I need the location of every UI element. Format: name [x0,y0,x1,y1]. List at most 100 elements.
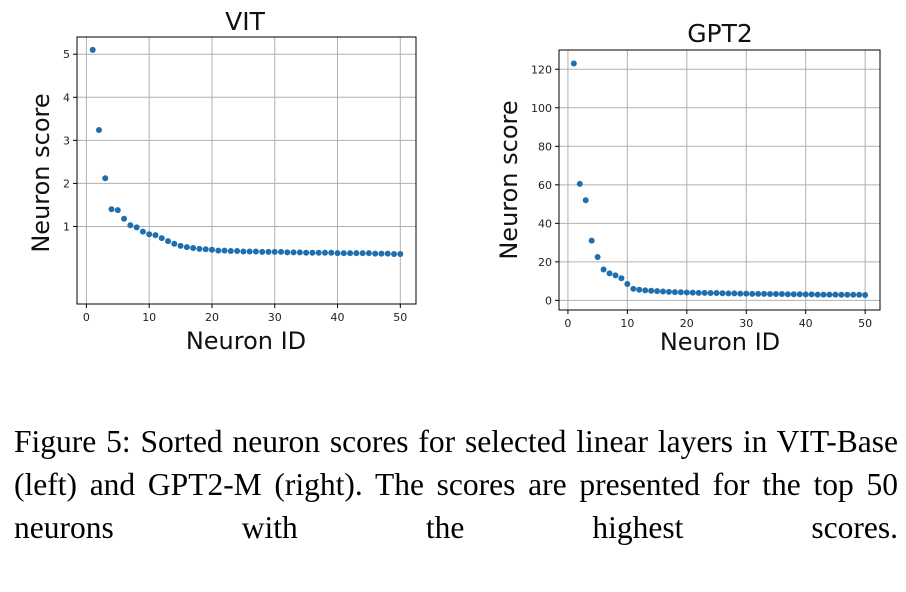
vit-data-point [290,249,297,256]
vit-data-point [340,250,347,257]
gpt2-data-point [784,291,791,298]
gpt2-data-point [749,290,756,297]
vit-data-point [102,175,109,182]
gpt2-data-point [642,287,649,294]
gpt2-data-point [618,275,625,282]
gpt2-data-point [719,290,726,297]
gpt2-x-tick-label: 10 [620,317,634,330]
gpt2-data-point [767,291,774,298]
gpt2-data-point [814,291,821,298]
gpt2-y-axis-label: Neuron score [495,100,523,259]
gpt2-data-point [594,254,601,261]
vit-x-tick-label: 20 [205,311,219,324]
figure-caption: Figure 5: Sorted neuron scores for selec… [14,424,898,545]
vit-data-point [171,240,178,247]
vit-y-tick-label: 2 [63,177,70,190]
gpt2-chart: GPT2 Neuron ID Neuron score 0 10 20 30 40 500… [495,19,881,356]
gpt2-data-point [826,291,833,298]
vit-y-axis-label: Neuron score [27,93,55,252]
vit-x-tick-label: 40 [331,311,345,324]
gpt2-data-point [761,290,768,297]
gpt2-grid [559,50,880,310]
vit-data-point [165,238,172,245]
gpt2-points [570,60,869,298]
vit-data-point [108,206,115,213]
gpt2-x-tick-label: 0 [564,317,571,330]
gpt2-data-point [600,266,607,273]
gpt2-data-point [796,291,803,298]
gpt2-data-point [820,291,827,298]
vit-data-point [378,250,385,257]
gpt2-ticks: 0 10 20 30 40 50 0 20 40 60 80 100 120 [531,63,872,330]
gpt2-data-point [624,281,631,287]
gpt2-x-axis-label: Neuron ID [660,328,780,356]
vit-data-point [384,250,391,257]
gpt2-data-point [743,290,750,297]
gpt2-data-point [612,272,619,279]
vit-data-point [334,250,341,257]
gpt2-data-point [677,289,684,296]
vit-points [89,46,404,258]
gpt2-data-point [648,287,655,294]
gpt2-data-point [862,291,869,298]
gpt2-y-tick-label: 100 [531,102,552,115]
vit-data-point [391,251,398,258]
gpt2-data-point [683,289,690,296]
gpt2-data-point [689,289,696,296]
vit-data-point [365,250,372,257]
gpt2-data-point [630,285,637,292]
vit-data-point [328,249,335,256]
vit-data-point [309,249,316,256]
gpt2-y-tick-label: 40 [538,217,552,230]
vit-data-point [271,248,278,255]
gpt2-y-tick-label: 120 [531,63,552,76]
gpt2-x-tick-label: 20 [680,317,694,330]
figure: VIT Neuron ID Neuron score 0 10 20 30 40 5012… [27,7,881,356]
vit-data-point [221,247,228,254]
gpt2-data-point [588,237,595,244]
gpt2-y-tick-label: 60 [538,179,552,192]
vit-data-point [265,248,272,255]
vit-chart: VIT Neuron ID Neuron score 0 10 20 30 40 50 1 2… [27,7,417,355]
gpt2-x-tick-label: 30 [739,317,753,330]
gpt2-data-point [844,291,851,298]
vit-data-point [353,250,360,257]
gpt2-data-point [707,290,714,297]
gpt2-data-point [808,291,815,298]
gpt2-data-point [582,197,589,204]
gpt2-data-point [695,289,702,296]
gpt2-chart-title: GPT2 [687,19,753,48]
vit-data-point [190,245,197,252]
gpt2-data-point [737,290,744,297]
gpt2-data-point [832,291,839,298]
vit-data-point [240,248,247,255]
gpt2-y-tick-label: 80 [538,140,552,153]
vit-data-point [196,245,203,252]
vit-data-point [146,231,153,238]
vit-data-point [127,222,134,229]
gpt2-x-tick-label: 40 [799,317,813,330]
vit-x-tick-label: 50 [393,311,407,324]
vit-data-point [252,248,259,255]
vit-data-point [139,228,146,235]
gpt2-data-point [731,290,738,297]
gpt2-data-point [606,270,613,277]
gpt2-y-tick-label: 20 [538,256,552,269]
gpt2-data-point [671,289,678,296]
vit-data-point [303,249,310,256]
gpt2-data-point [701,289,708,296]
vit-y-tick-label: 1 [63,220,70,233]
vit-data-point [177,242,184,249]
vit-data-point [121,215,128,222]
vit-data-point [114,207,121,214]
vit-y-tick-label: 3 [63,134,70,147]
vit-data-point [234,248,241,255]
vit-data-point [246,248,253,255]
gpt2-data-point [665,288,672,295]
gpt2-data-point [725,290,732,297]
vit-data-point [278,248,285,255]
gpt2-x-tick-label: 50 [858,317,872,330]
vit-data-point [202,246,209,253]
vit-y-tick-label: 5 [63,48,70,61]
gpt2-data-point [838,291,845,298]
